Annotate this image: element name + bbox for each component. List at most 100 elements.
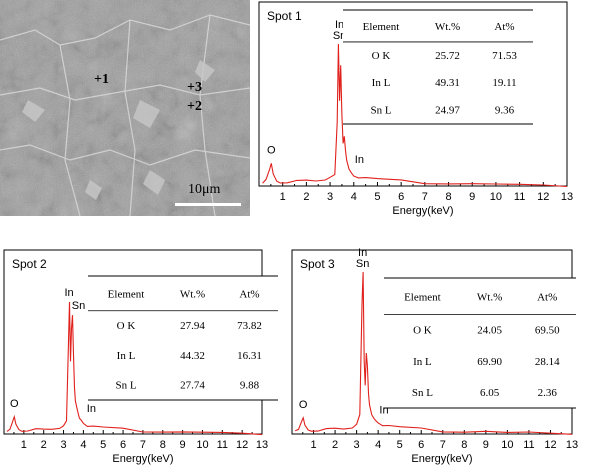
x-tick-label: 7 (440, 439, 446, 451)
sem-micrograph: +1 +3 +2 10μm (0, 0, 250, 216)
peak-label-line: O (299, 399, 308, 411)
peak-label: In (65, 287, 74, 299)
spectrum-line (262, 43, 568, 188)
x-tick-label: 13 (566, 439, 578, 451)
peak-label-line: O (10, 398, 19, 410)
x-tick-label: 3 (60, 439, 66, 451)
peak-label: O (267, 144, 276, 156)
table-cell: 73.82 (237, 320, 262, 332)
x-tick-label: 8 (445, 191, 451, 203)
spot-1-panel: Spot 1 1 2 3 4 5 6 7 8 9 10 11 12 13 Energy(keV) O In Sn I… (255, 0, 593, 222)
x-tick-label: 4 (351, 191, 357, 203)
x-tick-label: 7 (422, 191, 428, 203)
peak-label: In (355, 154, 364, 166)
table-cell: O K (413, 325, 432, 337)
x-tick-label: 8 (461, 439, 467, 451)
peak-label-line: In (87, 403, 96, 415)
composition-table: Element Wt.% At% O K 25.72 71.53 In L 49.31 19.1… (343, 9, 533, 125)
peak-label: In (87, 403, 96, 415)
peak-label-line: Sn (356, 258, 369, 270)
x-tick-label: 6 (418, 439, 424, 451)
table-header-cell: Element (108, 289, 145, 301)
table-cell: 16.31 (237, 350, 262, 362)
table-cell: 44.32 (180, 350, 205, 362)
peak-label-line: In (379, 404, 388, 416)
table-cell: 69.90 (477, 356, 502, 368)
spectrum-line (6, 301, 263, 436)
x-tick-label: 2 (332, 439, 338, 451)
x-tick-label: 6 (398, 191, 404, 203)
peak-label-line: O (267, 144, 276, 156)
scale-bar-label: 10μm (188, 182, 221, 197)
x-tick-label: 6 (120, 439, 126, 451)
table-cell: 69.50 (535, 325, 560, 337)
peak-label: Sn (72, 300, 85, 312)
x-tick-label: 9 (483, 439, 489, 451)
table-cell: 6.05 (480, 387, 500, 399)
peak-label-line: In (335, 19, 344, 31)
x-tick-label: 11 (514, 191, 525, 203)
table-cell: 28.14 (535, 356, 560, 368)
spectrum-line (294, 271, 573, 435)
table-background (343, 10, 533, 124)
table-cell: 9.36 (495, 105, 515, 117)
table-header-cell: Wt.% (477, 292, 502, 304)
x-tick-label: 3 (354, 439, 360, 451)
spot-3-panel: Spot 3 1 2 3 4 5 6 7 8 9 10 11 12 13 Energy(keV) O In Sn I… (288, 247, 593, 466)
table-header-cell: At% (239, 289, 259, 301)
scale-bar (175, 203, 241, 206)
table-cell: In L (372, 77, 391, 89)
x-tick-label: 12 (236, 439, 248, 451)
table-cell: Sn L (412, 387, 433, 399)
table-cell: 27.74 (180, 380, 205, 392)
table-cell: In L (117, 350, 136, 362)
table-header-cell: Wt.% (435, 21, 460, 33)
x-axis-label: Energy(keV) (112, 453, 173, 465)
x-tick-label: 10 (501, 439, 513, 451)
x-tick-label: 2 (41, 439, 47, 451)
x-tick-label: 3 (327, 191, 333, 203)
x-axis-label: Energy(keV) (392, 205, 453, 217)
spot-2-chart: Spot 21 2 3 4 5 6 7 8 9 10 11 12 13Energy(keV)OInSnI… (3, 249, 278, 465)
table-cell: In L (413, 356, 432, 368)
chart-title: Spot 1 (267, 9, 302, 23)
table-cell: 24.97 (435, 105, 460, 117)
peak-label: In Sn (356, 248, 369, 270)
marker-label-1: +1 (94, 72, 109, 87)
peak-label-line: Sn (72, 300, 85, 312)
x-tick-label: 9 (180, 439, 186, 451)
x-tick-label: 4 (375, 439, 381, 451)
x-tick-label: 5 (100, 439, 106, 451)
peak-label-line: In (355, 154, 364, 166)
x-tick-label: 2 (303, 191, 309, 203)
table-header-cell: Element (363, 21, 400, 33)
composition-table: Element Wt.% At% O K 24.05 69.50 In L 69.90 28.1… (384, 277, 576, 409)
table-cell: O K (372, 50, 391, 62)
peak-label: O (10, 398, 19, 410)
peak-label: O (299, 399, 308, 411)
x-tick-label: 8 (160, 439, 166, 451)
x-tick-label: 1 (280, 191, 286, 203)
sem-texture (0, 0, 250, 216)
x-tick-label: 5 (397, 439, 403, 451)
x-axis-label: Energy(keV) (411, 453, 472, 465)
table-background (384, 278, 576, 408)
table-header-cell: Wt.% (180, 289, 205, 301)
marker-label-2: +2 (187, 99, 202, 114)
x-tick-label: 9 (469, 191, 475, 203)
table-cell: O K (117, 320, 136, 332)
x-tick-label: 11 (217, 439, 228, 451)
x-tick-label: 10 (196, 439, 208, 451)
table-cell: 9.88 (240, 380, 260, 392)
table-cell: Sn L (370, 105, 391, 117)
table-cell: 27.94 (180, 320, 205, 332)
x-tick-label: 13 (256, 439, 268, 451)
x-tick-label: 1 (310, 439, 316, 451)
table-cell: 49.31 (435, 77, 460, 89)
x-tick-label: 12 (544, 439, 556, 451)
table-cell: 25.72 (435, 50, 460, 62)
spot-2-panel: Spot 2 1 2 3 4 5 6 7 8 9 10 11 12 13 Energy(keV) O In Sn I… (0, 248, 283, 466)
x-tick-label: 7 (140, 439, 146, 451)
composition-table: Element Wt.% At% O K 27.94 73.82 In L 44.32 16.3… (88, 275, 278, 401)
